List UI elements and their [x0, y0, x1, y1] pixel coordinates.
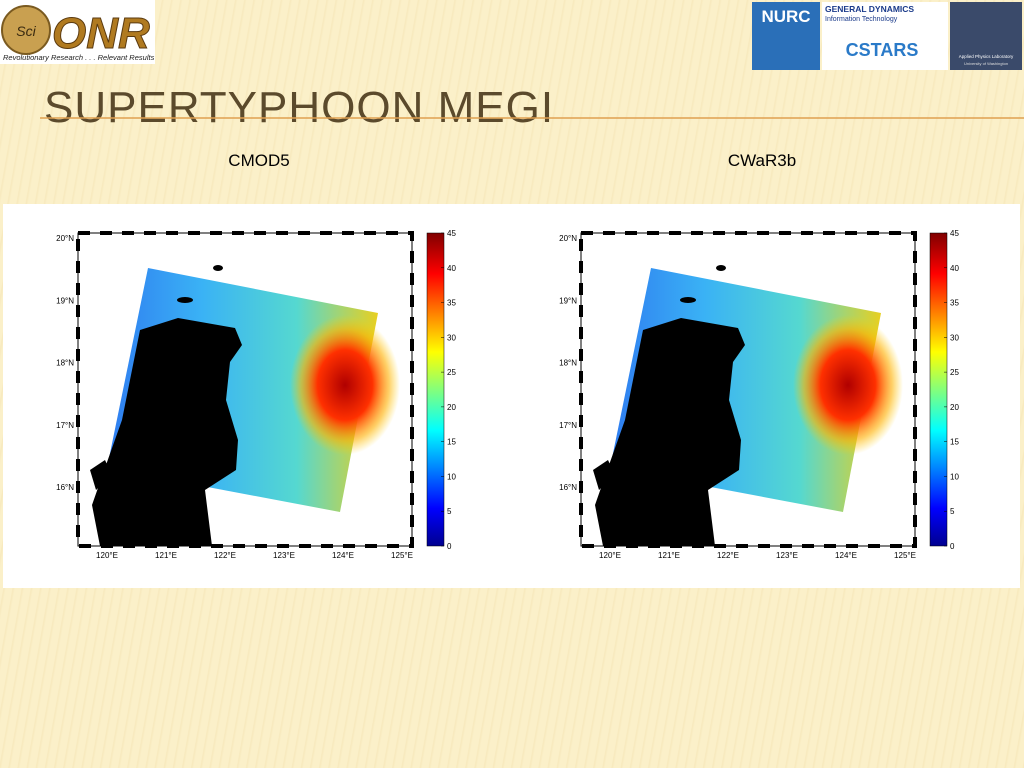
lon-tick-label: 123°E — [776, 551, 798, 560]
lon-tick-label: 123°E — [273, 551, 295, 560]
onr-seal-text: Sci — [16, 23, 36, 39]
lat-tick-label: 17°N — [56, 421, 74, 430]
colorbar-tick-label: 10 — [950, 472, 959, 481]
lat-tick-label: 18°N — [56, 359, 74, 368]
colorbar-tick-label: 5 — [447, 507, 452, 516]
colorbar-tick-label: 5 — [950, 507, 955, 516]
onr-tagline: Revolutionary Research . . . Relevant Re… — [3, 53, 155, 62]
colorbar-tick-label: 20 — [950, 403, 959, 412]
colorbar-tick-label: 35 — [447, 299, 456, 308]
colorbar-tick-label: 45 — [950, 229, 959, 238]
lat-tick-label: 19°N — [559, 296, 577, 305]
colorbar-tick-label: 45 — [447, 229, 456, 238]
colorbar-tick-label: 15 — [447, 438, 456, 447]
lon-tick-label: 122°E — [214, 551, 236, 560]
gd-logo — [822, 2, 948, 70]
lon-tick-label: 125°E — [391, 551, 413, 560]
colorbar-tick-label: 30 — [950, 333, 959, 342]
lat-tick-label: 16°N — [559, 483, 577, 492]
colorbar-tick-label: 40 — [447, 264, 456, 273]
lat-tick-label: 18°N — [559, 359, 577, 368]
gd-subtitle: Information Technology — [825, 16, 898, 23]
map-cmod5 — [76, 231, 446, 548]
colorbar-tick-label: 25 — [447, 368, 456, 377]
onr-seal — [1, 5, 51, 55]
lon-tick-label: 120°E — [96, 551, 118, 560]
apl-subtitle: University of Washington — [964, 61, 1008, 66]
colorbar-tick-label: 30 — [447, 333, 456, 342]
nurc-logo — [752, 2, 820, 70]
colorbar-tick-label: 15 — [950, 438, 959, 447]
apl-logo — [950, 2, 1022, 70]
lon-tick-label: 122°E — [717, 551, 739, 560]
lon-tick-label: 124°E — [835, 551, 857, 560]
colorbar-tick-label: 35 — [950, 299, 959, 308]
colorbar-tick-label: 0 — [950, 542, 955, 551]
nurc-text: NURC — [761, 7, 810, 26]
lat-tick-label: 20°N — [559, 234, 577, 243]
lat-tick-label: 16°N — [56, 483, 74, 492]
map-cwar3b — [579, 231, 949, 548]
slide-title: SUPERTYPHOON MEGI — [44, 83, 554, 132]
lon-tick-label: 120°E — [599, 551, 621, 560]
colorbar-tick-label: 40 — [950, 264, 959, 273]
lon-tick-label: 125°E — [894, 551, 916, 560]
colorbar-tick-label: 10 — [447, 472, 456, 481]
onr-initials: ONR — [52, 9, 150, 58]
lat-tick-label: 19°N — [56, 296, 74, 305]
colorbar-tick-label: 0 — [447, 542, 452, 551]
lon-tick-label: 121°E — [155, 551, 177, 560]
lon-tick-label: 121°E — [658, 551, 680, 560]
panel-label: CMOD5 — [228, 151, 289, 170]
gd-text: GENERAL DYNAMICS — [825, 4, 914, 14]
lat-tick-label: 20°N — [56, 234, 74, 243]
lon-tick-label: 124°E — [332, 551, 354, 560]
apl-text: Applied Physics Laboratory — [959, 54, 1014, 59]
cstars-text: CSTARS — [846, 40, 919, 60]
lat-tick-label: 17°N — [559, 421, 577, 430]
colorbar-tick-label: 20 — [447, 403, 456, 412]
panel-label: CWaR3b — [728, 151, 796, 170]
colorbar-tick-label: 25 — [950, 368, 959, 377]
